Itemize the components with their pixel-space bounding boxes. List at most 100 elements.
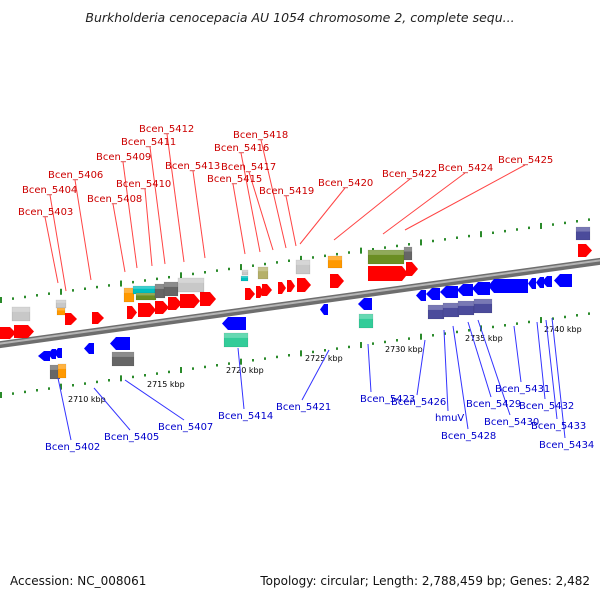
gene-box-forward-shine[interactable] bbox=[328, 256, 342, 261]
gene-forward[interactable] bbox=[138, 303, 156, 317]
gene-reverse[interactable] bbox=[542, 276, 552, 287]
gene-label-forward[interactable]: Bcen_5415 bbox=[207, 174, 262, 185]
gene-label-reverse[interactable]: Bcen_5407 bbox=[158, 422, 213, 433]
gene-label-reverse[interactable]: Bcen_5402 bbox=[45, 442, 100, 453]
gene-reverse[interactable] bbox=[416, 290, 426, 301]
gene-forward[interactable] bbox=[262, 284, 272, 296]
gene-box-forward-shine[interactable] bbox=[576, 227, 590, 232]
gene-box-forward[interactable] bbox=[56, 307, 66, 316]
gene-forward[interactable] bbox=[14, 325, 34, 338]
gene-label-reverse[interactable]: Bcen_5421 bbox=[276, 402, 331, 413]
gene-box-reverse[interactable] bbox=[57, 363, 67, 379]
gene-label-reverse[interactable]: Bcen_5434 bbox=[539, 440, 594, 451]
gene-forward[interactable] bbox=[245, 288, 255, 300]
gene-box-reverse[interactable] bbox=[223, 332, 249, 348]
gene-box-reverse-shine[interactable] bbox=[58, 364, 66, 369]
gene-label-forward[interactable]: Bcen_5410 bbox=[116, 179, 171, 190]
gene-label-forward[interactable]: Bcen_5422 bbox=[382, 169, 437, 180]
gene-box-forward-shine[interactable] bbox=[133, 286, 155, 289]
gene-reverse[interactable] bbox=[54, 348, 62, 358]
gene-forward[interactable] bbox=[92, 312, 104, 324]
gene-forward[interactable] bbox=[127, 306, 137, 319]
gene-box-forward-shine[interactable] bbox=[136, 293, 156, 296]
gene-box-reverse-shine[interactable] bbox=[224, 333, 248, 338]
gene-forward[interactable] bbox=[578, 244, 592, 257]
gene-reverse[interactable] bbox=[488, 279, 528, 293]
gene-box-reverse[interactable] bbox=[358, 313, 374, 329]
gene-box-forward[interactable] bbox=[403, 246, 413, 261]
gene-forward[interactable] bbox=[65, 313, 77, 325]
gene-forward[interactable] bbox=[168, 297, 182, 310]
gene-box-reverse-shine[interactable] bbox=[474, 299, 492, 304]
gene-label-forward[interactable]: Bcen_5406 bbox=[48, 170, 103, 181]
gene-box-forward-shine[interactable] bbox=[124, 288, 134, 293]
gene-box-forward-shine[interactable] bbox=[12, 307, 30, 312]
gene-box-reverse-shine[interactable] bbox=[458, 301, 474, 306]
gene-forward[interactable] bbox=[368, 266, 408, 281]
gene-label-forward[interactable]: Bcen_5416 bbox=[214, 143, 269, 154]
gene-label-forward[interactable]: Bcen_5412 bbox=[139, 124, 194, 135]
gene-box-reverse-shine[interactable] bbox=[359, 314, 373, 319]
gene-box-reverse[interactable] bbox=[111, 351, 135, 367]
gene-box-forward-shine[interactable] bbox=[242, 270, 248, 272]
gene-reverse[interactable] bbox=[320, 304, 328, 315]
gene-forward[interactable] bbox=[406, 262, 418, 276]
gene-label-reverse[interactable]: Bcen_5432 bbox=[519, 401, 574, 412]
gene-forward[interactable] bbox=[200, 292, 216, 306]
gene-box-reverse-shine[interactable] bbox=[443, 303, 459, 308]
gene-label-reverse[interactable]: Bcen_5428 bbox=[441, 431, 496, 442]
gene-reverse[interactable] bbox=[426, 288, 440, 300]
gene-reverse[interactable] bbox=[457, 284, 473, 296]
gene-box-reverse-shine[interactable] bbox=[112, 352, 134, 357]
gene-forward[interactable] bbox=[180, 294, 200, 308]
gene-reverse[interactable] bbox=[554, 274, 572, 287]
gene-label-forward[interactable]: Bcen_5409 bbox=[96, 152, 151, 163]
gene-label-reverse[interactable]: Bcen_5430 bbox=[484, 417, 539, 428]
gene-forward[interactable] bbox=[330, 274, 344, 288]
gene-box-forward-shine[interactable] bbox=[368, 250, 404, 255]
gene-box-forward-shine[interactable] bbox=[178, 278, 204, 283]
gene-label-reverse[interactable]: Bcen_5414 bbox=[218, 411, 273, 422]
gene-box-forward[interactable] bbox=[11, 306, 31, 322]
gene-label-reverse[interactable]: hmuV bbox=[435, 413, 464, 424]
gene-reverse[interactable] bbox=[528, 278, 536, 289]
gene-reverse[interactable] bbox=[48, 349, 56, 359]
gene-box-forward[interactable] bbox=[177, 277, 205, 293]
gene-box-forward-shine[interactable] bbox=[164, 282, 178, 287]
gene-label-reverse[interactable]: Bcen_5429 bbox=[466, 399, 521, 410]
gene-label-reverse[interactable]: Bcen_5433 bbox=[531, 421, 586, 432]
gene-box-reverse-shine[interactable] bbox=[50, 365, 60, 370]
gene-forward[interactable] bbox=[287, 280, 295, 292]
gene-forward[interactable] bbox=[0, 327, 16, 339]
gene-label-forward[interactable]: Bcen_5413 bbox=[165, 161, 220, 172]
gene-box-forward[interactable] bbox=[241, 269, 249, 276]
gene-reverse[interactable] bbox=[358, 298, 372, 310]
gene-label-reverse[interactable]: Bcen_5426 bbox=[391, 397, 446, 408]
gene-box-forward[interactable] bbox=[575, 226, 591, 241]
gene-box-forward[interactable] bbox=[257, 266, 269, 280]
gene-box-forward[interactable] bbox=[123, 287, 135, 303]
gene-forward[interactable] bbox=[155, 301, 169, 314]
gene-reverse[interactable] bbox=[110, 337, 130, 350]
gene-box-forward[interactable] bbox=[327, 255, 343, 269]
gene-reverse[interactable] bbox=[472, 282, 490, 295]
gene-reverse[interactable] bbox=[222, 317, 246, 330]
gene-label-forward[interactable]: Bcen_5417 bbox=[221, 162, 276, 173]
gene-reverse[interactable] bbox=[440, 286, 458, 298]
gene-box-forward[interactable] bbox=[240, 275, 249, 282]
gene-forward[interactable] bbox=[297, 278, 311, 292]
gene-box-forward[interactable] bbox=[295, 259, 311, 275]
gene-label-reverse[interactable]: Bcen_5423 bbox=[360, 394, 415, 405]
gene-label-forward[interactable]: Bcen_5418 bbox=[233, 130, 288, 141]
gene-label-forward[interactable]: Bcen_5420 bbox=[318, 178, 373, 189]
gene-label-reverse[interactable]: Bcen_5431 bbox=[495, 384, 550, 395]
gene-box-forward-shine[interactable] bbox=[258, 267, 268, 272]
gene-box-forward-shine[interactable] bbox=[296, 260, 310, 265]
gene-reverse[interactable] bbox=[536, 277, 544, 288]
gene-label-forward[interactable]: Bcen_5424 bbox=[438, 163, 493, 174]
gene-label-forward[interactable]: Bcen_5419 bbox=[259, 186, 314, 197]
gene-label-reverse[interactable]: Bcen_5405 bbox=[104, 432, 159, 443]
gene-label-forward[interactable]: Bcen_5403 bbox=[18, 207, 73, 218]
gene-box-forward-shine[interactable] bbox=[155, 284, 165, 289]
